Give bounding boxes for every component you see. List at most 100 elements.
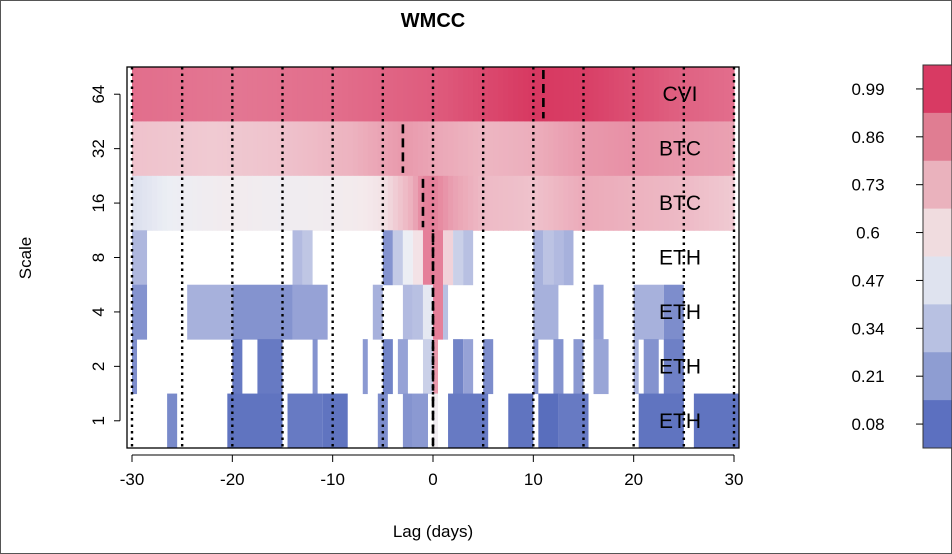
heatmap-cell xyxy=(718,121,725,177)
heatmap-cell xyxy=(347,121,354,177)
heatmap-cell xyxy=(548,67,554,122)
heatmap-cell xyxy=(533,67,539,122)
heatmap-cell xyxy=(518,175,524,231)
heatmap-cell xyxy=(422,339,433,395)
heatmap-cell xyxy=(372,175,379,231)
heatmap-cell xyxy=(488,121,494,177)
y-tick-label: 16 xyxy=(89,194,108,213)
heatmap-cell xyxy=(202,67,208,122)
heatmap-cell xyxy=(508,175,514,231)
heatmap-cell xyxy=(427,67,434,122)
heatmap-cell xyxy=(322,121,329,177)
y-tick-label: 2 xyxy=(89,362,108,371)
heatmap-cell xyxy=(573,175,580,231)
heatmap-cell xyxy=(453,339,464,395)
heatmap-cell xyxy=(342,175,349,231)
heatmap-cell xyxy=(347,175,354,231)
heatmap-cell xyxy=(588,121,595,177)
heatmap-cell xyxy=(422,175,429,231)
heatmap-cell xyxy=(578,67,585,122)
heatmap-cell xyxy=(693,121,700,177)
heatmap-cell xyxy=(473,121,479,177)
heatmap-cell xyxy=(412,175,419,231)
heatmap-cell xyxy=(653,175,660,231)
heatmap-cell xyxy=(438,67,444,122)
heatmap-cell xyxy=(443,175,449,231)
heatmap-cell xyxy=(357,175,364,231)
heatmap-cell xyxy=(683,175,690,231)
heatmap-cell xyxy=(272,175,279,231)
heatmap-cell xyxy=(668,67,675,122)
heatmap-cell xyxy=(417,121,424,177)
heatmap-cell xyxy=(157,67,163,122)
heatmap-cell xyxy=(453,175,459,231)
heatmap-cell xyxy=(433,175,439,231)
heatmap-cell xyxy=(162,67,168,122)
heatmap-cell xyxy=(157,121,163,177)
heatmap-cell xyxy=(302,67,309,122)
heatmap-cell xyxy=(663,339,684,395)
heatmap-cell xyxy=(553,230,564,286)
heatmap-cell xyxy=(372,121,379,177)
heatmap-cell xyxy=(427,175,434,231)
heatmap-cell xyxy=(327,121,334,177)
heatmap-cell xyxy=(387,67,394,122)
heatmap-cell xyxy=(217,67,223,122)
colorbar-tick-label: 0.47 xyxy=(851,271,884,290)
heatmap-cell xyxy=(623,121,630,177)
heatmap-cell xyxy=(277,121,284,177)
colorbar-segment xyxy=(923,160,952,210)
heatmap-cell xyxy=(342,121,349,177)
x-tick-label: -10 xyxy=(320,470,345,489)
heatmap-cell xyxy=(172,67,178,122)
x-tick-label: -20 xyxy=(220,470,245,489)
heatmap-cell xyxy=(367,121,374,177)
heatmap-cell xyxy=(453,121,459,177)
heatmap-cell xyxy=(468,175,474,231)
heatmap-cell xyxy=(132,230,148,286)
heatmap-cell xyxy=(287,393,323,449)
heatmap-cell xyxy=(417,67,424,122)
heatmap-cell xyxy=(493,175,499,231)
heatmap-cell xyxy=(272,67,279,122)
heatmap-cell xyxy=(533,284,559,340)
heatmap-cell xyxy=(167,393,178,449)
heatmap-cell xyxy=(663,67,670,122)
heatmap-cell xyxy=(613,67,620,122)
heatmap-cell xyxy=(407,67,414,122)
heatmap-cell xyxy=(508,67,514,122)
heatmap-cell xyxy=(523,121,529,177)
heatmap-cell xyxy=(678,175,685,231)
heatmap-cell xyxy=(698,67,705,122)
heatmap-cell xyxy=(458,175,464,231)
heatmap-cell xyxy=(182,175,188,231)
heatmap-cell xyxy=(448,121,454,177)
colorbar: 0.99 0.86 0.73 0.6 0.47 0.34 0.21 0.08 xyxy=(851,64,952,449)
heatmap-cell xyxy=(147,121,153,177)
colorbar-segment xyxy=(923,65,952,114)
heatmap-cell xyxy=(673,67,680,122)
heatmap-cell xyxy=(167,175,173,231)
heatmap-cell xyxy=(593,284,604,340)
heatmap-cell xyxy=(693,393,739,449)
heatmap-cell xyxy=(377,393,388,449)
heatmap-cell xyxy=(723,175,730,231)
heatmap-cell xyxy=(202,175,208,231)
heatmap-cell xyxy=(307,67,314,122)
heatmap-cell xyxy=(473,67,479,122)
heatmap-cell xyxy=(633,175,640,231)
heatmap-cell xyxy=(563,175,570,231)
heatmap-cell xyxy=(613,121,620,177)
x-tick-label: 0 xyxy=(428,470,437,489)
heatmap-cell xyxy=(422,67,429,122)
heatmap-cell xyxy=(317,121,324,177)
heatmap-cell xyxy=(683,67,690,122)
heatmap-cell xyxy=(518,121,524,177)
heatmap-cell xyxy=(292,230,303,286)
heatmap-cell xyxy=(513,175,519,231)
leader-label: ETH xyxy=(659,355,701,378)
heatmap-cell xyxy=(412,67,419,122)
heatmap-cell xyxy=(478,67,484,122)
y-tick-label: 8 xyxy=(89,253,108,262)
heatmap-cells xyxy=(132,67,739,449)
